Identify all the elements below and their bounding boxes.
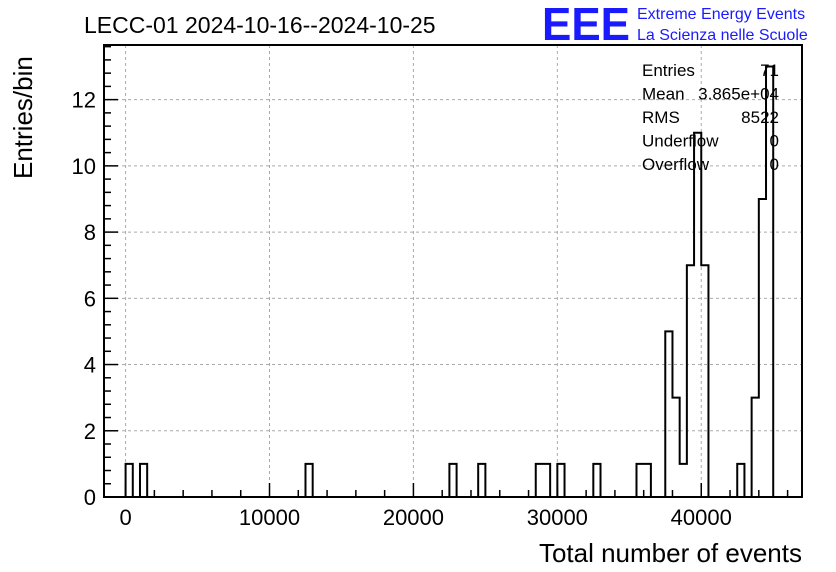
- eee-logo: EEE Extreme Energy Events La Scienza nel…: [542, 0, 808, 50]
- x-tick-label: 30000: [527, 505, 588, 530]
- histogram-bin: [126, 464, 133, 497]
- y-tick-label: 2: [84, 419, 96, 444]
- stats-value: 0: [770, 132, 779, 151]
- x-axis-title: Total number of events: [539, 538, 802, 568]
- stats-box: Entries 71 Mean 3.865e+04 RMS 8522 Underflow 0 O…: [642, 61, 779, 174]
- histogram-bin: [305, 464, 312, 497]
- histogram-bin: [737, 464, 744, 497]
- stats-label: Mean: [642, 85, 685, 104]
- histogram-bin: [759, 199, 766, 497]
- histogram-outline: [124, 65, 775, 497]
- x-tick-label: 40000: [671, 505, 732, 530]
- y-axis-ticks: 0 2 4 6 8 10 12: [72, 45, 118, 510]
- y-tick-label: 12: [72, 88, 96, 113]
- stats-label: Overflow: [642, 155, 710, 174]
- plot-frame: [103, 44, 803, 498]
- logo-mark: EEE: [542, 0, 630, 50]
- histogram-bin: [636, 464, 643, 497]
- histogram-bin: [687, 265, 694, 497]
- y-tick-label: 8: [84, 220, 96, 245]
- x-axis-ticks: 0 10000 20000 30000 40000: [119, 483, 789, 530]
- histogram-bin: [644, 464, 651, 497]
- x-tick-label: 0: [119, 505, 131, 530]
- histogram-bin: [665, 331, 672, 497]
- logo-line1: Extreme Energy Events: [637, 6, 805, 23]
- histogram-bin: [701, 265, 708, 497]
- stats-value: 3.865e+04: [698, 85, 779, 104]
- stats-label: Entries: [642, 61, 695, 80]
- x-tick-label: 10000: [239, 505, 300, 530]
- histogram-bin: [543, 464, 550, 497]
- logo-line2: La Scienza nelle Scuole: [637, 27, 808, 44]
- stats-value: 71: [760, 61, 779, 80]
- histogram-bin: [694, 133, 701, 497]
- histogram-bin: [752, 398, 759, 497]
- x-tick-label: 20000: [383, 505, 444, 530]
- histogram-bin: [593, 464, 600, 497]
- stats-value: 0: [770, 155, 779, 174]
- y-axis-title: Entries/bin: [8, 56, 38, 179]
- histogram-bin: [536, 464, 543, 497]
- grid-lines: [104, 45, 802, 497]
- histogram-bin: [449, 464, 456, 497]
- y-tick-label: 10: [72, 154, 96, 179]
- histogram-bin: [478, 464, 485, 497]
- y-tick-label: 4: [84, 353, 96, 378]
- y-tick-label: 6: [84, 286, 96, 311]
- histogram-bin: [680, 464, 687, 497]
- histogram-bin: [557, 464, 564, 497]
- y-tick-label: 0: [84, 485, 96, 510]
- histogram-bin: [140, 464, 147, 497]
- stats-label: RMS: [642, 108, 680, 127]
- axes-frame: [103, 44, 803, 498]
- stats-value: 8522: [741, 108, 779, 127]
- chart-title: LECC-01 2024-10-16--2024-10-25: [84, 12, 436, 38]
- stats-label: Underflow: [642, 132, 719, 151]
- histogram-bin: [672, 398, 679, 497]
